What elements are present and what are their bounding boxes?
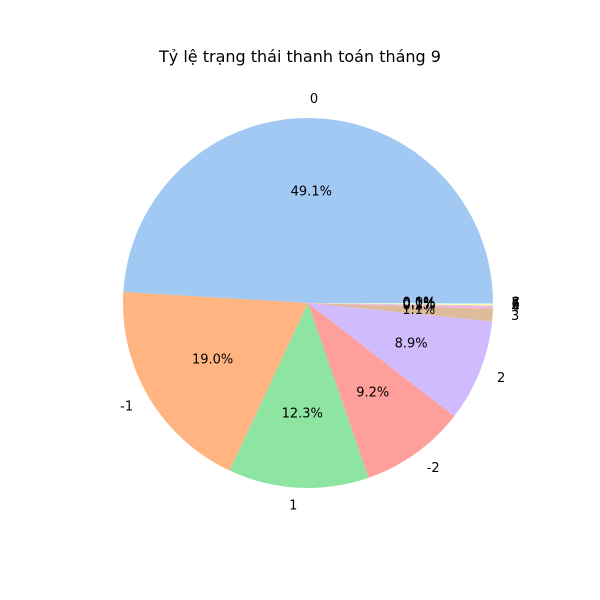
slice-pct-6: 0.1% bbox=[402, 297, 435, 312]
slice-label-4: 4 bbox=[511, 301, 519, 316]
pie-slice--2 bbox=[308, 303, 455, 478]
pie-slice-4 bbox=[308, 303, 493, 309]
pie-slice-2 bbox=[308, 303, 493, 417]
slice-pct-2: 8.9% bbox=[395, 337, 428, 352]
slice-pct-8: 0.0% bbox=[402, 296, 435, 311]
slice-pct-4: 0.2% bbox=[402, 298, 435, 313]
slice-label-5: 5 bbox=[511, 299, 519, 314]
slice-label--2: -2 bbox=[427, 461, 440, 476]
pie-slice-3 bbox=[308, 303, 493, 322]
slice-label-8: 8 bbox=[512, 296, 520, 311]
pie-slice-1 bbox=[229, 303, 369, 488]
slice-label-2: 2 bbox=[497, 371, 505, 386]
slice-label-3: 3 bbox=[511, 309, 519, 324]
slice-pct-7: 0.1% bbox=[402, 296, 435, 311]
slice-label--1: -1 bbox=[120, 400, 133, 415]
slice-label-1: 1 bbox=[289, 499, 297, 514]
slice-label-6: 6 bbox=[511, 297, 519, 312]
slice-pct-5: 0.1% bbox=[402, 297, 435, 312]
slice-pct--1: 19.0% bbox=[192, 352, 233, 367]
slice-pct-0: 49.1% bbox=[291, 185, 332, 200]
pie-slice-6 bbox=[308, 303, 493, 306]
slice-label-7: 7 bbox=[511, 296, 519, 311]
slice-label-0: 0 bbox=[310, 92, 318, 107]
pie-slice-5 bbox=[308, 303, 493, 307]
slice-pct-1: 12.3% bbox=[282, 406, 323, 421]
slice-pct--2: 9.2% bbox=[356, 386, 389, 401]
pie-slice-0 bbox=[123, 117, 494, 303]
pie-slice--1 bbox=[123, 291, 308, 471]
pie-slice-7 bbox=[308, 303, 493, 305]
chart-title: Tỷ lệ trạng thái thanh toán tháng 9 bbox=[159, 47, 441, 66]
